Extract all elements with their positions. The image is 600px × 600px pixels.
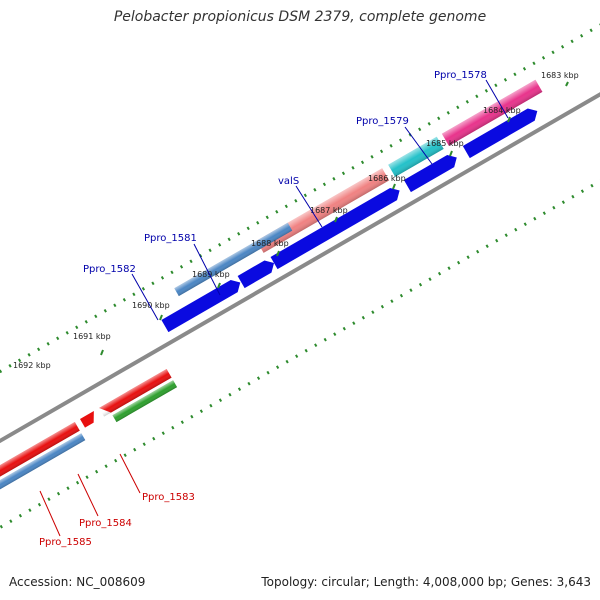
scale-label-1684: 1684 kbp — [483, 106, 521, 115]
gene-label-ppro-1584: Ppro_1584 — [79, 518, 132, 529]
gene-label-ppro-1578: Ppro_1578 — [434, 70, 487, 81]
scale-label-1691: 1691 kbp — [73, 332, 111, 341]
gene-label-ppro-1581: Ppro_1581 — [144, 233, 197, 244]
genome-summary: Topology: circular; Length: 4,008,000 bp… — [261, 575, 591, 589]
gene-label-ppro-1579: Ppro_1579 — [356, 116, 409, 127]
gene-ppro-1584 — [79, 410, 94, 428]
map-title: Pelobacter propionicus DSM 2379, complet… — [113, 9, 487, 25]
scale-label-1689: 1689 kbp — [192, 270, 230, 279]
cds-arrow-4 — [237, 260, 275, 289]
scale-label-1687: 1687 kbp — [310, 206, 348, 215]
inner-dot-ring — [0, 89, 600, 568]
cds-arrow-2 — [403, 154, 457, 193]
scale-label-1688: 1688 kbp — [251, 239, 289, 248]
scale-label-1690: 1690 kbp — [132, 301, 170, 310]
scale-label-1683: 1683 kbp — [541, 71, 579, 80]
cds-arrow-1 — [462, 108, 538, 159]
scale-label-1686: 1686 kbp — [368, 174, 406, 183]
accession-label: Accession: NC_008609 — [9, 575, 146, 589]
gene-label-vals: valS — [278, 176, 299, 187]
cds-arrow-5 — [161, 279, 241, 333]
genome-backbone — [0, 24, 600, 503]
gene-label-ppro-1583: Ppro_1583 — [142, 492, 195, 503]
scale-label-1685: 1685 kbp — [426, 139, 464, 148]
scale-label-1692: 1692 kbp — [13, 361, 51, 370]
gene-label-ppro-1585: Ppro_1585 — [39, 537, 92, 548]
scale-ticks — [100, 81, 569, 356]
cds-arrow-3 — [270, 187, 400, 270]
gene-label-ppro-1582: Ppro_1582 — [83, 264, 136, 275]
leader-lines — [39, 79, 509, 537]
